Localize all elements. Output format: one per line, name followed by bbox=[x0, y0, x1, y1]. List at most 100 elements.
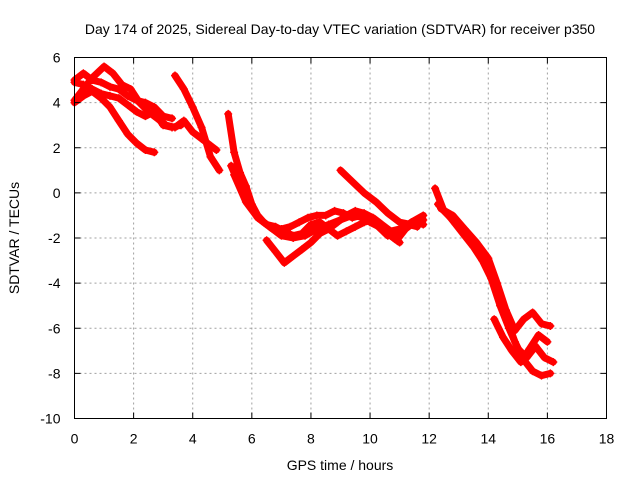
x-tick-label: 8 bbox=[307, 431, 315, 447]
x-tick-label: 14 bbox=[480, 431, 496, 447]
y-tick-label: -2 bbox=[48, 230, 61, 246]
y-tick-label: 2 bbox=[53, 140, 61, 156]
data-point-marker bbox=[141, 98, 150, 107]
data-point-marker bbox=[351, 222, 360, 231]
data-point-marker bbox=[303, 213, 312, 222]
data-point-marker bbox=[132, 139, 141, 148]
data-point-marker bbox=[502, 306, 511, 315]
data-point-marker bbox=[100, 62, 109, 71]
data-point-marker bbox=[472, 238, 481, 247]
data-point-marker bbox=[436, 204, 445, 213]
data-point-marker bbox=[348, 177, 357, 186]
data-point-marker bbox=[188, 127, 197, 136]
y-tick-label: 0 bbox=[53, 185, 61, 201]
data-point-marker bbox=[333, 218, 342, 227]
data-point-marker bbox=[342, 227, 351, 236]
data-point-marker bbox=[206, 152, 215, 161]
data-point-marker bbox=[534, 331, 543, 340]
x-axis-label: GPS time / hours bbox=[287, 457, 394, 473]
data-point-marker bbox=[510, 326, 519, 335]
x-tick-label: 0 bbox=[71, 431, 79, 447]
data-point-marker bbox=[168, 114, 177, 123]
data-point-marker bbox=[549, 358, 558, 367]
data-point-marker bbox=[97, 78, 106, 87]
data-point-marker bbox=[537, 319, 546, 328]
x-tick-label: 16 bbox=[540, 431, 556, 447]
y-tick-label: -8 bbox=[48, 365, 61, 381]
data-point-marker bbox=[114, 94, 123, 103]
data-point-marker bbox=[395, 238, 404, 247]
data-point-marker bbox=[395, 224, 404, 233]
x-tick-label: 18 bbox=[599, 431, 615, 447]
data-point-marker bbox=[528, 308, 537, 317]
data-point-marker bbox=[371, 197, 380, 206]
data-point-marker bbox=[369, 213, 378, 222]
data-point-marker bbox=[507, 346, 516, 355]
data-point-marker bbox=[212, 146, 221, 155]
series-track-10 bbox=[336, 166, 428, 229]
series-line bbox=[71, 69, 176, 122]
data-point-marker bbox=[351, 206, 360, 215]
data-point-marker bbox=[516, 358, 525, 367]
data-point-marker bbox=[360, 188, 369, 197]
data-point-marker bbox=[224, 109, 233, 118]
data-point-marker bbox=[419, 215, 428, 224]
data-point-marker bbox=[114, 85, 123, 94]
series-line bbox=[171, 72, 223, 174]
data-point-marker bbox=[123, 130, 132, 139]
y-tick-label: -4 bbox=[48, 275, 61, 291]
x-tick-label: 4 bbox=[189, 431, 197, 447]
x-tick-label: 2 bbox=[130, 431, 138, 447]
series-line bbox=[437, 205, 554, 334]
data-point-marker bbox=[434, 200, 443, 209]
x-tick-label: 10 bbox=[362, 431, 378, 447]
data-point-marker bbox=[330, 206, 339, 215]
data-point-marker bbox=[298, 245, 307, 254]
data-point-marker bbox=[176, 121, 185, 130]
data-point-marker bbox=[289, 234, 298, 242]
data-point-marker bbox=[79, 69, 88, 78]
data-point-marker bbox=[179, 85, 188, 94]
data-point-marker bbox=[301, 231, 310, 240]
data-point-marker bbox=[315, 229, 324, 238]
y-axis-label: SDTVAR / TECUs bbox=[6, 182, 22, 294]
data-point-marker bbox=[448, 211, 457, 220]
data-point-marker bbox=[537, 371, 546, 380]
data-point-marker bbox=[108, 69, 117, 78]
data-point-marker bbox=[230, 170, 239, 179]
data-point-marker bbox=[324, 224, 333, 233]
data-point-marker bbox=[383, 209, 392, 218]
data-point-marker bbox=[79, 80, 88, 89]
y-tick-label: 6 bbox=[53, 50, 61, 66]
data-point-marker bbox=[150, 148, 159, 157]
data-point-marker bbox=[377, 220, 386, 229]
data-point-marker bbox=[306, 220, 315, 229]
data-point-marker bbox=[306, 238, 315, 247]
y-tick-label: -6 bbox=[48, 320, 61, 336]
data-point-marker bbox=[286, 222, 295, 231]
series-line bbox=[71, 87, 158, 156]
series-track-13 bbox=[436, 204, 555, 335]
data-point-marker bbox=[227, 161, 236, 170]
data-point-marker bbox=[141, 146, 150, 155]
data-point-marker bbox=[253, 213, 262, 222]
series-track-5 bbox=[170, 71, 224, 175]
data-point-marker bbox=[159, 121, 168, 130]
data-point-marker bbox=[230, 148, 239, 157]
x-tick-label: 6 bbox=[248, 431, 256, 447]
data-point-marker bbox=[170, 71, 179, 80]
data-point-marker bbox=[262, 236, 271, 245]
data-point-marker bbox=[132, 96, 141, 105]
data-point-marker bbox=[493, 279, 502, 288]
data-point-marker bbox=[499, 333, 508, 342]
data-point-marker bbox=[159, 112, 168, 121]
data-point-marker bbox=[519, 315, 528, 324]
data-point-marker bbox=[123, 91, 132, 100]
data-point-marker bbox=[265, 222, 274, 231]
data-point-marker bbox=[141, 112, 150, 121]
data-point-marker bbox=[395, 218, 404, 227]
data-point-marker bbox=[188, 103, 197, 112]
series-track-14 bbox=[490, 315, 552, 367]
